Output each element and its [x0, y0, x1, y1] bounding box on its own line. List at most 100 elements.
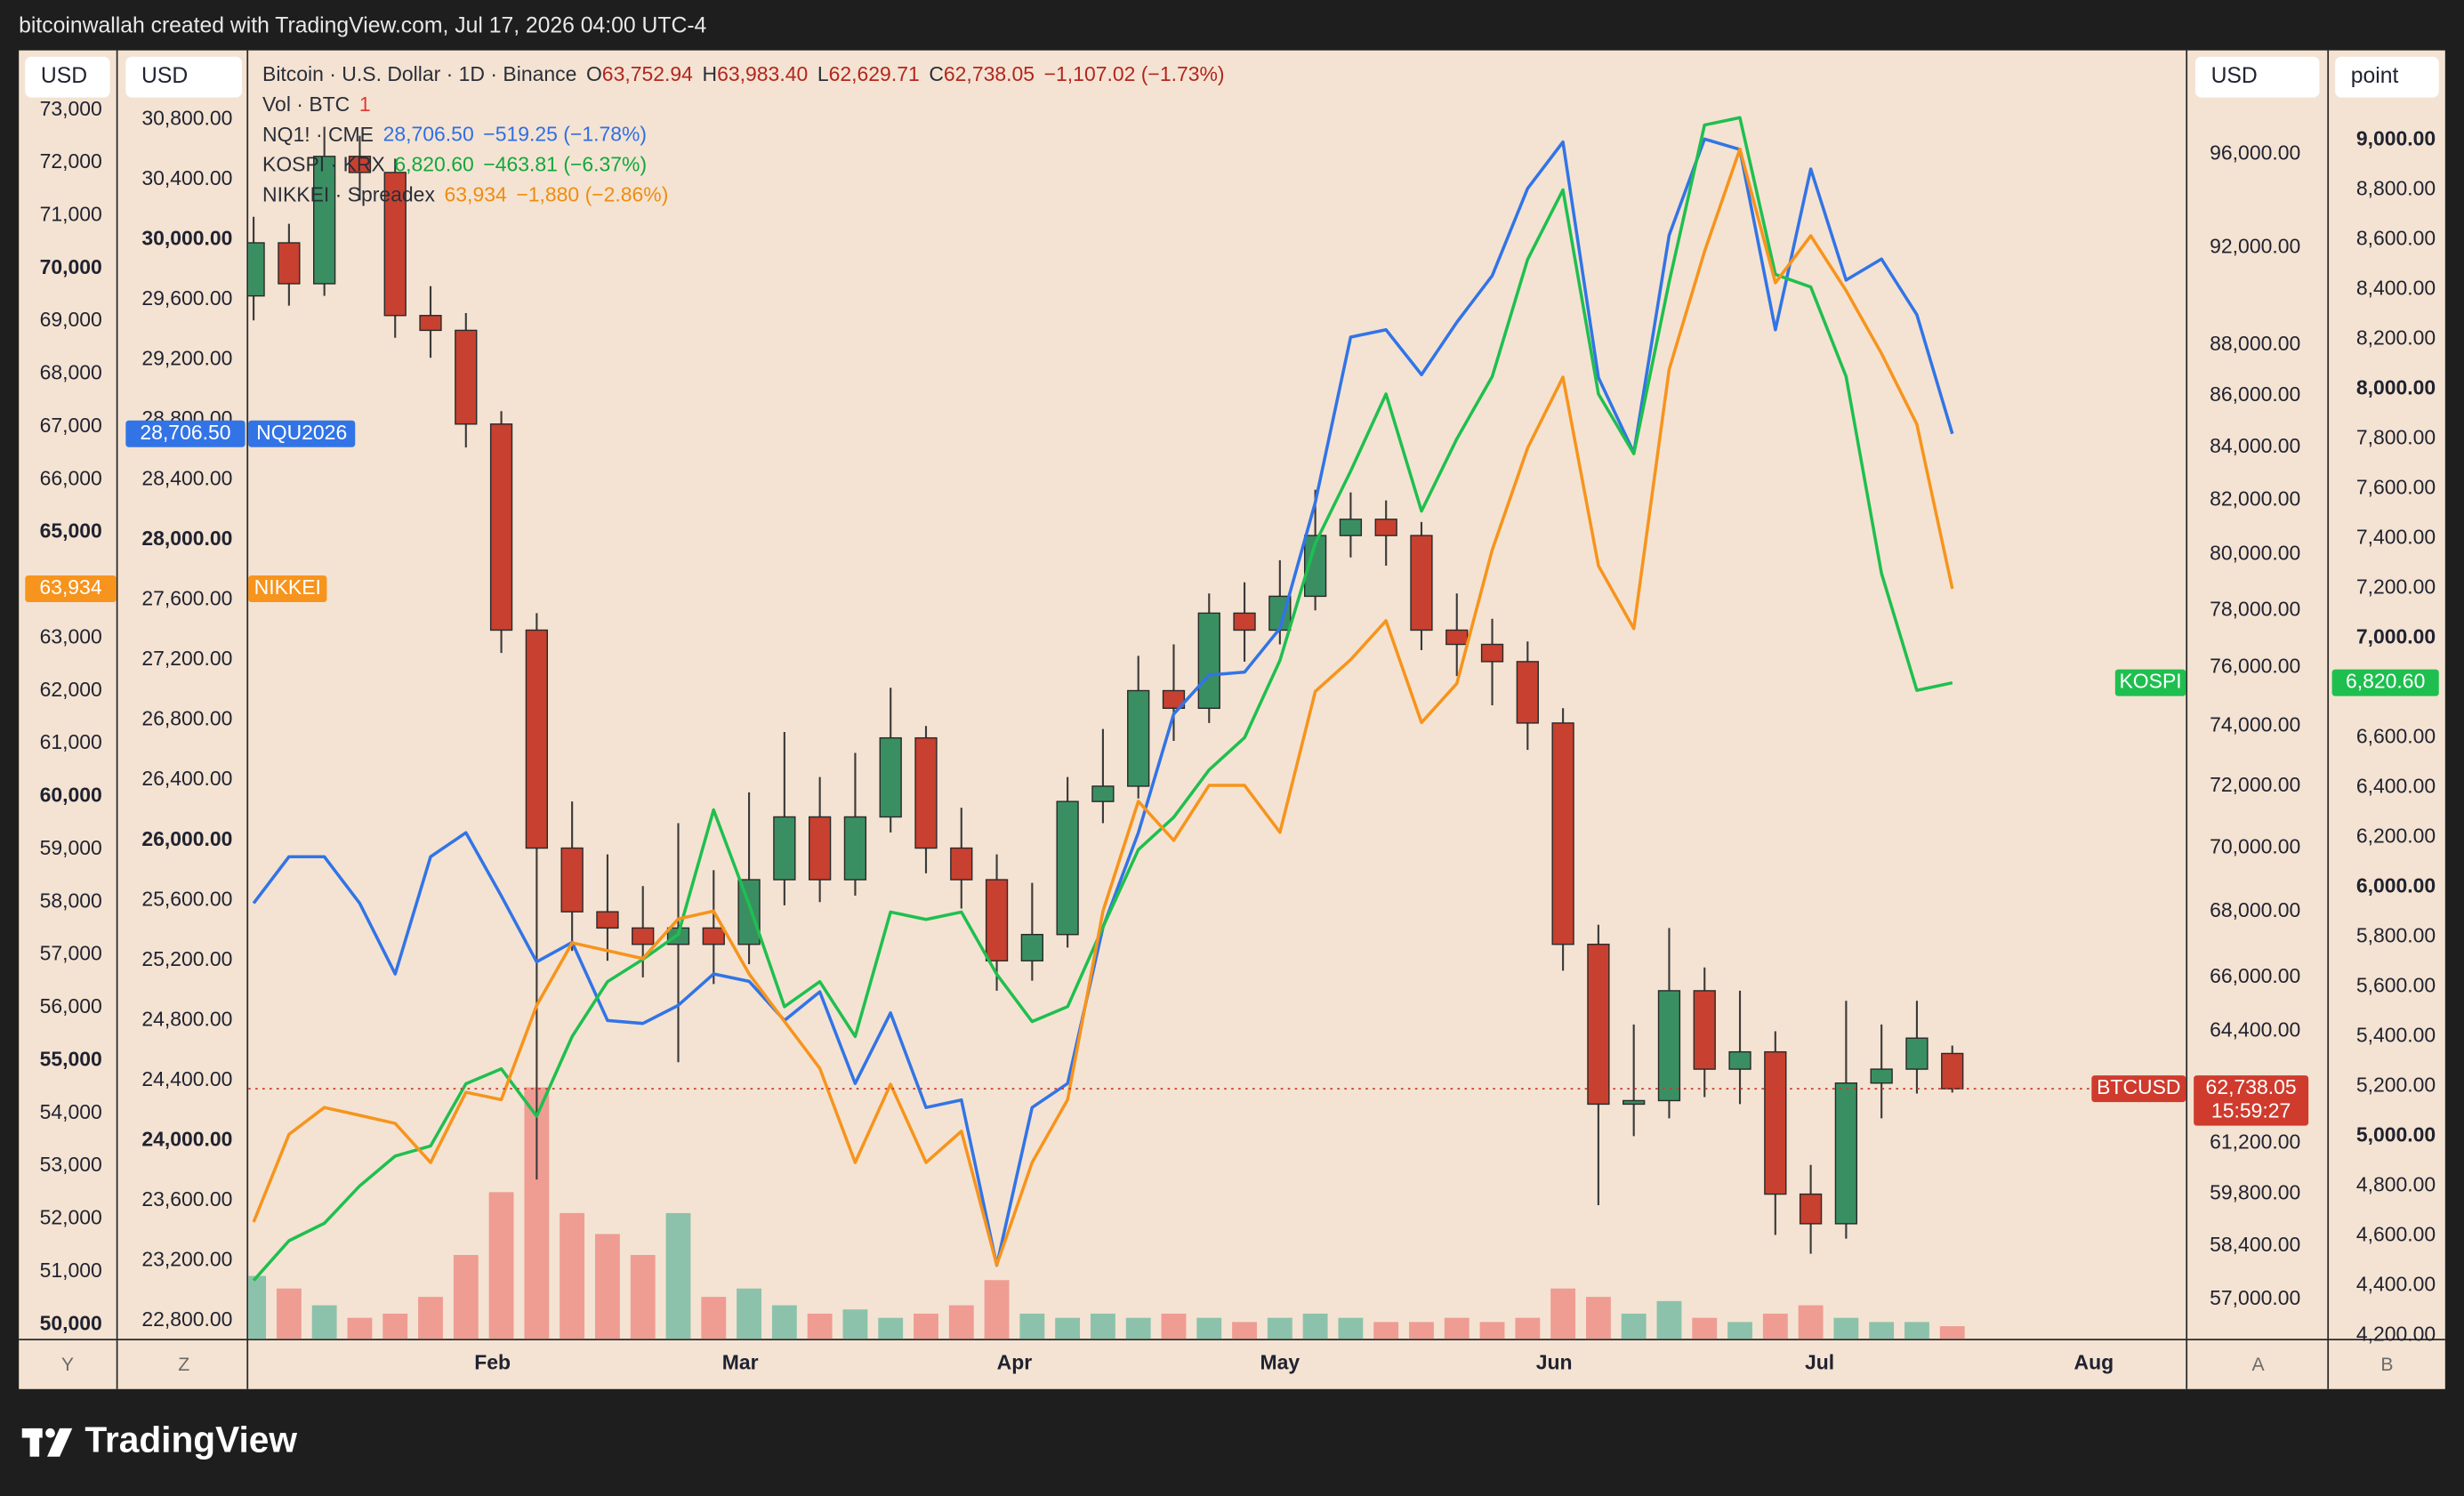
volume-bar [984, 1280, 1010, 1339]
candle-body [1445, 629, 1469, 646]
y-tick-label: 58,400.00 [2210, 1233, 2300, 1256]
y-tick-label: 51,000 [40, 1259, 102, 1282]
unit-box [2194, 56, 2320, 98]
volume-bar [453, 1255, 479, 1339]
volume-bar [1833, 1317, 1859, 1339]
price-tag-name-box [248, 420, 356, 447]
x-tick-label: May [1260, 1351, 1300, 1374]
candle-body [1056, 800, 1079, 936]
volume-bar [878, 1317, 904, 1339]
y-tick-label: 24,800.00 [141, 1007, 232, 1030]
candle-body [1834, 1082, 1858, 1225]
price-tag-value-box [125, 420, 246, 447]
candle-body [914, 736, 938, 849]
candle-body [1764, 1050, 1787, 1195]
candle-body [808, 816, 832, 881]
candle-body [1516, 661, 1539, 724]
volume-bar [1692, 1317, 1718, 1339]
price-tag-value: 62,738.05 [2206, 1075, 2297, 1098]
y-tick-label: 7,200.00 [2356, 575, 2436, 598]
y-tick-label: 27,600.00 [141, 587, 232, 610]
y-tick-label: 26,000.00 [141, 827, 232, 850]
price-tag-name-box [2091, 1075, 2186, 1103]
y-tick-label: 5,800.00 [2356, 923, 2436, 946]
price-tag-value-box [2194, 1075, 2309, 1126]
volume-bar [1196, 1317, 1222, 1339]
y-tick-label: 68,000 [40, 361, 102, 384]
candle-body [1551, 722, 1574, 945]
candle-body [702, 927, 725, 945]
price-tag-name-box [248, 575, 327, 602]
volume-bar [488, 1192, 514, 1339]
y-tick-label: 4,800.00 [2356, 1172, 2436, 1195]
volume-bar [1232, 1322, 1257, 1339]
y-tick-label: 96,000.00 [2210, 141, 2300, 164]
y-tick-label: 59,800.00 [2210, 1181, 2300, 1204]
candle-body [1410, 535, 1433, 631]
series-line [252, 116, 1953, 1282]
legend-value: O [586, 62, 602, 85]
candle-body [737, 879, 761, 945]
legend-value: 63,934 [445, 183, 507, 206]
y-tick-label: 22,800.00 [141, 1307, 232, 1331]
volume-bar [1869, 1322, 1895, 1339]
volume-bar [914, 1313, 938, 1339]
legend-name: KOSPI · KRX 6,820.60 −463.81 (−6.37%) [262, 153, 647, 176]
volume-bar [1338, 1317, 1364, 1339]
volume-bar [1444, 1317, 1470, 1339]
y-tick-label: 8,800.00 [2356, 176, 2436, 199]
candle-body [278, 242, 301, 285]
y-tick-label: 88,000.00 [2210, 332, 2300, 355]
y-tick-label: 24,400.00 [141, 1067, 232, 1090]
brand-logo [21, 1428, 73, 1457]
y-tick-label: 7,400.00 [2356, 525, 2436, 548]
candle-body [879, 736, 902, 818]
volume-bar [1302, 1313, 1328, 1339]
legend-value: 28,706.50 [383, 123, 474, 146]
unit-box [2335, 56, 2439, 98]
y-tick-label: 70,000.00 [2210, 835, 2300, 858]
legend-value: 63,983.40 [717, 62, 808, 85]
candle-body [1941, 1052, 1964, 1090]
x-tick-label: Apr [997, 1351, 1033, 1374]
x-tick-label: Aug [2074, 1351, 2114, 1374]
header-text: bitcoinwallah created with TradingView.c… [19, 14, 706, 38]
volume-bar [1939, 1326, 1965, 1339]
candle-body [1480, 643, 1504, 663]
y-tick-label: 28,000.00 [141, 527, 232, 550]
y-tick-label: 80,000.00 [2210, 542, 2300, 565]
candle-body [383, 172, 407, 317]
volume-bar [1125, 1317, 1151, 1339]
legend-value: −1,107.02 (−1.73%) [1044, 62, 1225, 85]
candle-body [1693, 990, 1716, 1070]
candle-body [489, 423, 513, 631]
legend-value: 62,738.05 [944, 62, 1035, 85]
y-tick-label: 6,000.00 [2356, 873, 2436, 897]
x-tick-label: Jun [1536, 1351, 1573, 1374]
candle-body [419, 315, 442, 332]
y-tick-label: 84,000.00 [2210, 434, 2300, 457]
volume-bar [1656, 1300, 1682, 1339]
candle-body [596, 911, 619, 929]
y-tick-label: 62,000 [40, 678, 102, 701]
legend-value: −519.25 (−1.78%) [483, 123, 647, 146]
candle-body [348, 156, 372, 173]
candle-body [248, 242, 265, 297]
y-tick-label: 25,600.00 [141, 887, 232, 910]
volume-bar [771, 1305, 797, 1339]
volume-bar [1798, 1305, 1824, 1339]
legend-value: −463.81 (−6.37%) [483, 153, 647, 176]
volume-bar [948, 1305, 974, 1339]
volume-bar [842, 1309, 868, 1339]
y-tick-label: 65,000 [40, 519, 102, 543]
volume-bar [248, 1275, 267, 1339]
candle-body [525, 629, 549, 849]
volume-bar [1090, 1313, 1115, 1339]
y-tick-label: 64,400.00 [2210, 1018, 2300, 1042]
volume-bar [737, 1288, 761, 1339]
x-tick-label: Mar [722, 1351, 759, 1374]
legend-value: C [929, 62, 944, 85]
legend-value: H [703, 62, 718, 85]
candle-body [1020, 934, 1043, 961]
